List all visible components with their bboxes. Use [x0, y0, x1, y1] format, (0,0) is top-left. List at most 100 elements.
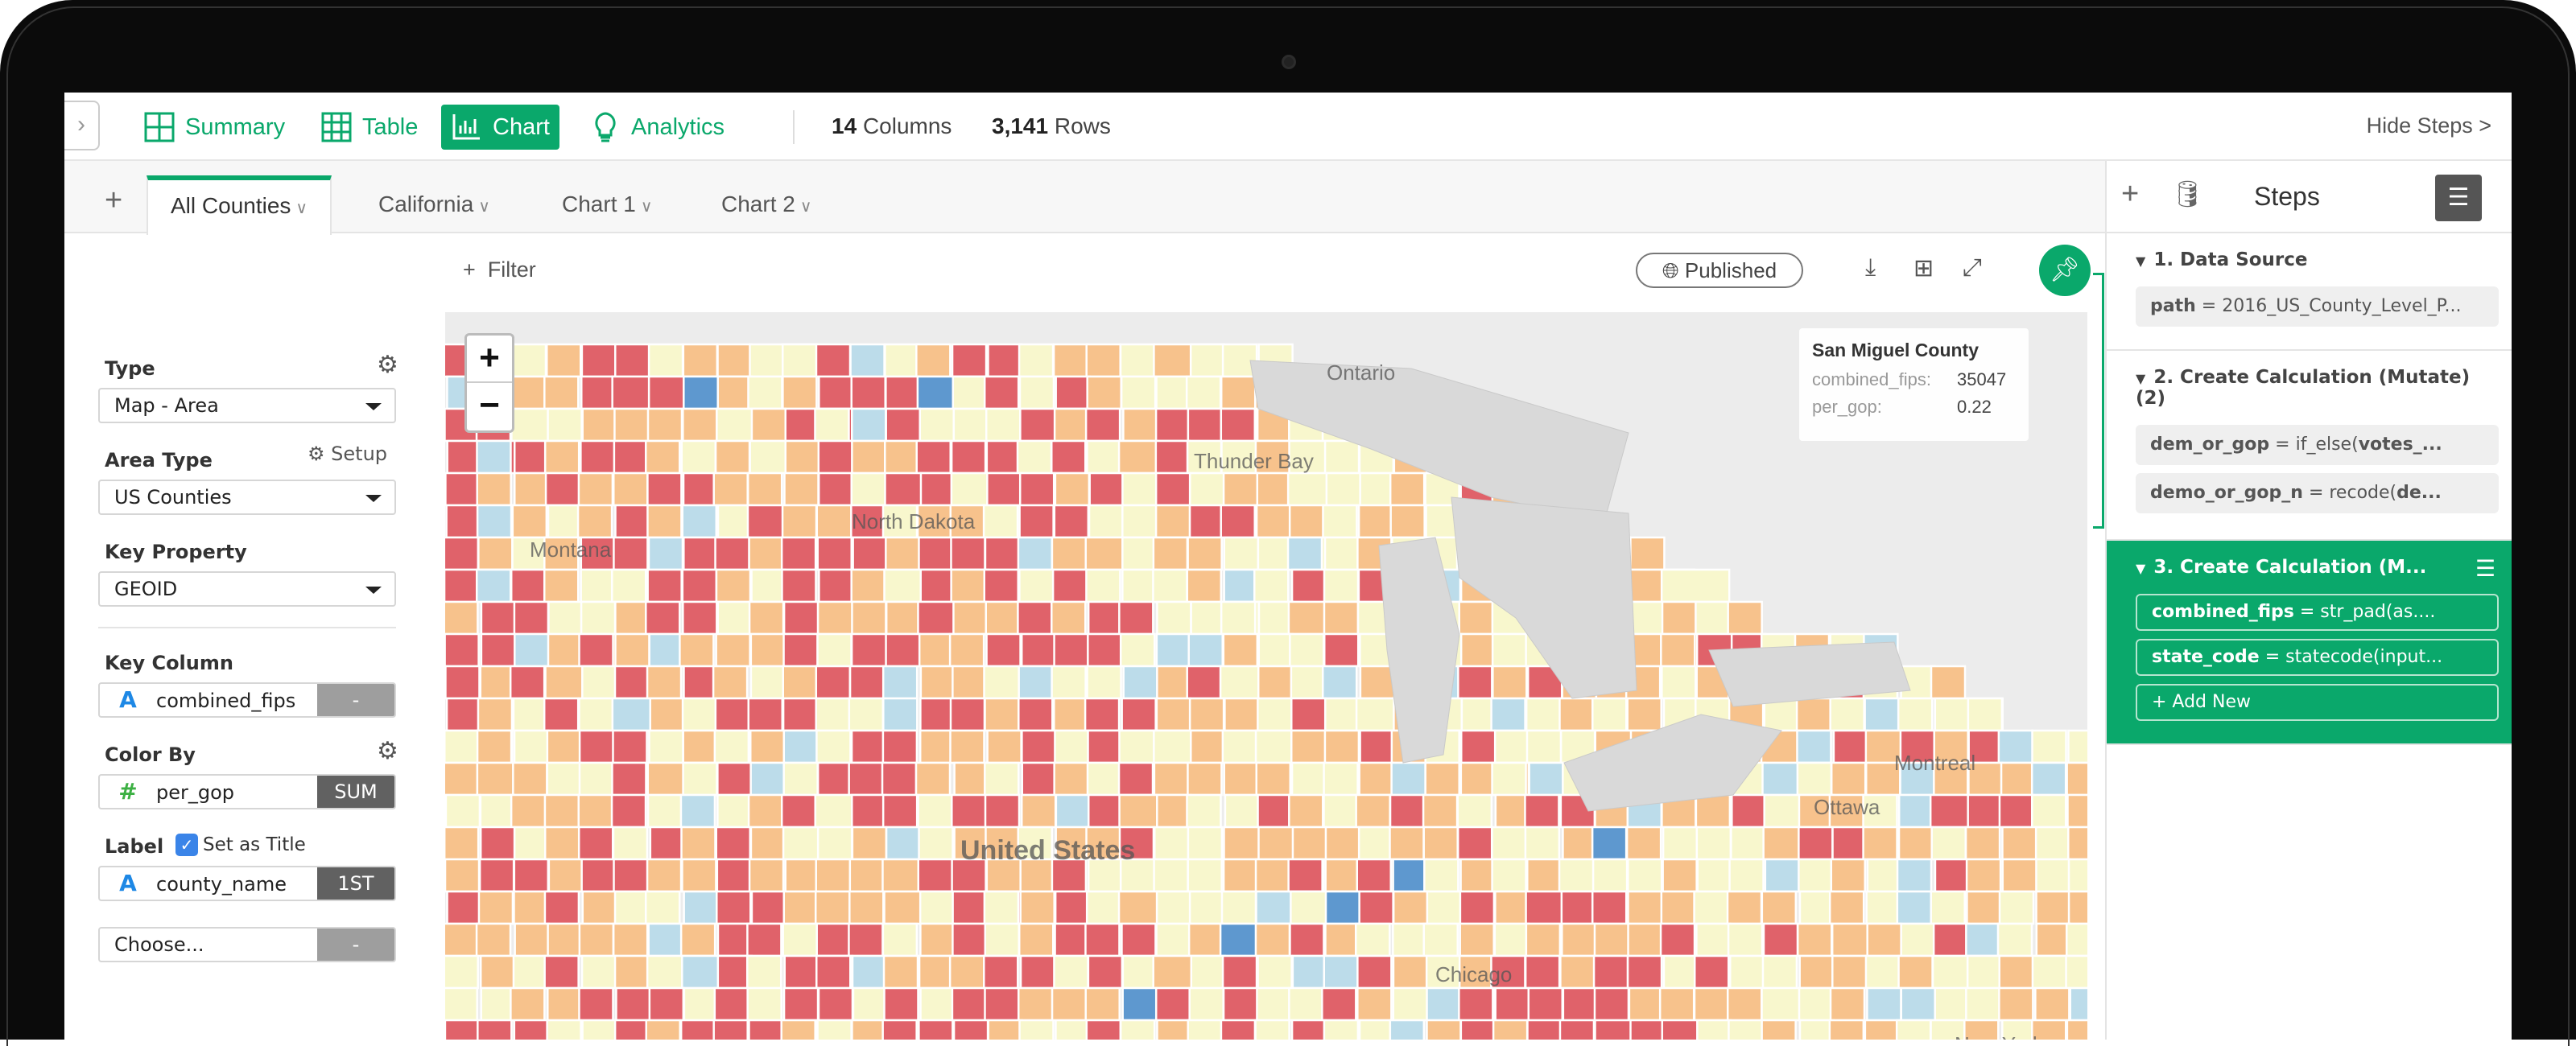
county-area[interactable] [1862, 826, 1898, 861]
county-area[interactable] [1629, 1019, 1666, 1040]
county-area[interactable] [480, 632, 517, 668]
county-area[interactable] [1122, 665, 1158, 700]
county-area[interactable] [1392, 890, 1429, 925]
county-area[interactable] [915, 439, 952, 475]
county-area[interactable] [784, 439, 821, 475]
county-area[interactable] [918, 826, 954, 861]
county-area[interactable] [1896, 890, 1933, 925]
county-area[interactable] [1188, 890, 1225, 925]
county-area[interactable] [648, 632, 684, 668]
county-area[interactable] [1491, 761, 1527, 797]
caret-down-icon[interactable]: ▼ [2136, 371, 2146, 386]
county-area[interactable] [1425, 954, 1462, 990]
county-area[interactable] [748, 600, 785, 636]
county-area[interactable] [2035, 858, 2071, 893]
county-area[interactable] [613, 954, 650, 990]
county-area[interactable] [2066, 1019, 2087, 1040]
county-area[interactable] [1829, 697, 1865, 732]
county-area[interactable] [2067, 858, 2087, 893]
county-area[interactable] [1019, 890, 1055, 925]
county-area[interactable] [1187, 1019, 1223, 1040]
county-area[interactable] [477, 1019, 513, 1040]
county-area[interactable] [1323, 536, 1360, 571]
county-area[interactable] [712, 472, 749, 507]
county-area[interactable] [1186, 439, 1223, 475]
county-area[interactable] [1289, 632, 1325, 668]
county-area[interactable] [1693, 954, 1730, 990]
county-area[interactable] [445, 600, 479, 636]
county-area[interactable] [1121, 568, 1158, 603]
county-area[interactable] [1017, 600, 1053, 636]
county-area[interactable] [1392, 986, 1429, 1022]
county-area[interactable] [1458, 600, 1494, 636]
county-area[interactable] [1525, 922, 1562, 957]
county-area[interactable] [953, 761, 989, 797]
county-area[interactable] [914, 761, 952, 797]
county-area[interactable] [1693, 890, 1729, 925]
county-area[interactable] [851, 793, 887, 829]
county-area[interactable] [716, 793, 753, 829]
county-area[interactable] [613, 439, 650, 475]
county-area[interactable] [1220, 375, 1257, 410]
county-area[interactable] [816, 536, 852, 571]
county-area[interactable] [1321, 986, 1357, 1022]
county-area[interactable] [1084, 986, 1121, 1022]
county-area[interactable] [1426, 1019, 1462, 1040]
county-area[interactable] [983, 890, 1020, 925]
county-area[interactable] [1661, 665, 1697, 700]
county-area[interactable] [645, 600, 681, 636]
county-area[interactable] [1290, 761, 1327, 797]
county-area[interactable] [1118, 600, 1154, 636]
county-area[interactable] [815, 954, 852, 990]
county-area[interactable] [817, 439, 854, 475]
step-item[interactable]: dem_or_gop = if_else(votes_... [2136, 425, 2499, 465]
county-area[interactable] [2034, 826, 2071, 861]
county-area[interactable] [1190, 954, 1227, 990]
county-area[interactable] [1222, 472, 1259, 507]
county-area[interactable] [983, 375, 1020, 410]
county-area[interactable] [645, 1019, 681, 1040]
county-area[interactable] [1422, 922, 1459, 957]
county-area[interactable] [1828, 890, 1865, 925]
county-area[interactable] [1965, 922, 2001, 957]
county-area[interactable] [1357, 826, 1394, 861]
county-area[interactable] [1796, 922, 1833, 957]
county-area[interactable] [1220, 504, 1256, 539]
county-area[interactable] [848, 890, 885, 925]
county-area[interactable] [1290, 665, 1327, 700]
county-area[interactable] [851, 1019, 887, 1040]
county-area[interactable] [953, 826, 989, 861]
county-area[interactable] [543, 439, 580, 475]
county-area[interactable] [1562, 986, 1599, 1022]
county-area[interactable] [477, 697, 514, 732]
county-area[interactable] [1324, 858, 1360, 893]
county-area[interactable] [745, 954, 782, 990]
county-area[interactable] [885, 375, 921, 410]
county-area[interactable] [611, 761, 647, 797]
county-area[interactable] [2031, 729, 2067, 764]
county-area[interactable] [1220, 890, 1257, 925]
expand-icon[interactable]: ⤢ [1963, 254, 1982, 281]
county-area[interactable] [1086, 375, 1122, 410]
county-area[interactable] [1190, 729, 1226, 764]
county-area[interactable] [782, 890, 819, 925]
county-area[interactable] [919, 729, 956, 764]
step-item[interactable]: demo_or_gop_n = recode(de... [2136, 473, 2499, 513]
county-area[interactable] [2035, 890, 2071, 925]
county-area[interactable] [716, 890, 752, 925]
county-area[interactable] [1356, 858, 1393, 893]
step-mutate-2[interactable]: ▼ 2. Create Calculation (Mutate) (2) dem_… [2107, 351, 2512, 541]
county-area[interactable] [1155, 890, 1192, 925]
county-area[interactable] [1355, 793, 1391, 829]
county-area[interactable] [952, 1019, 989, 1040]
county-area[interactable] [881, 922, 919, 957]
county-area[interactable] [1117, 761, 1154, 797]
county-area[interactable] [645, 439, 681, 475]
county-area[interactable] [1220, 600, 1257, 636]
county-area[interactable] [782, 375, 818, 410]
county-area[interactable] [919, 986, 956, 1022]
county-area[interactable] [715, 632, 751, 668]
county-area[interactable] [445, 858, 481, 893]
county-area[interactable] [1591, 826, 1628, 861]
gear-icon[interactable]: ⚙ [377, 352, 398, 378]
